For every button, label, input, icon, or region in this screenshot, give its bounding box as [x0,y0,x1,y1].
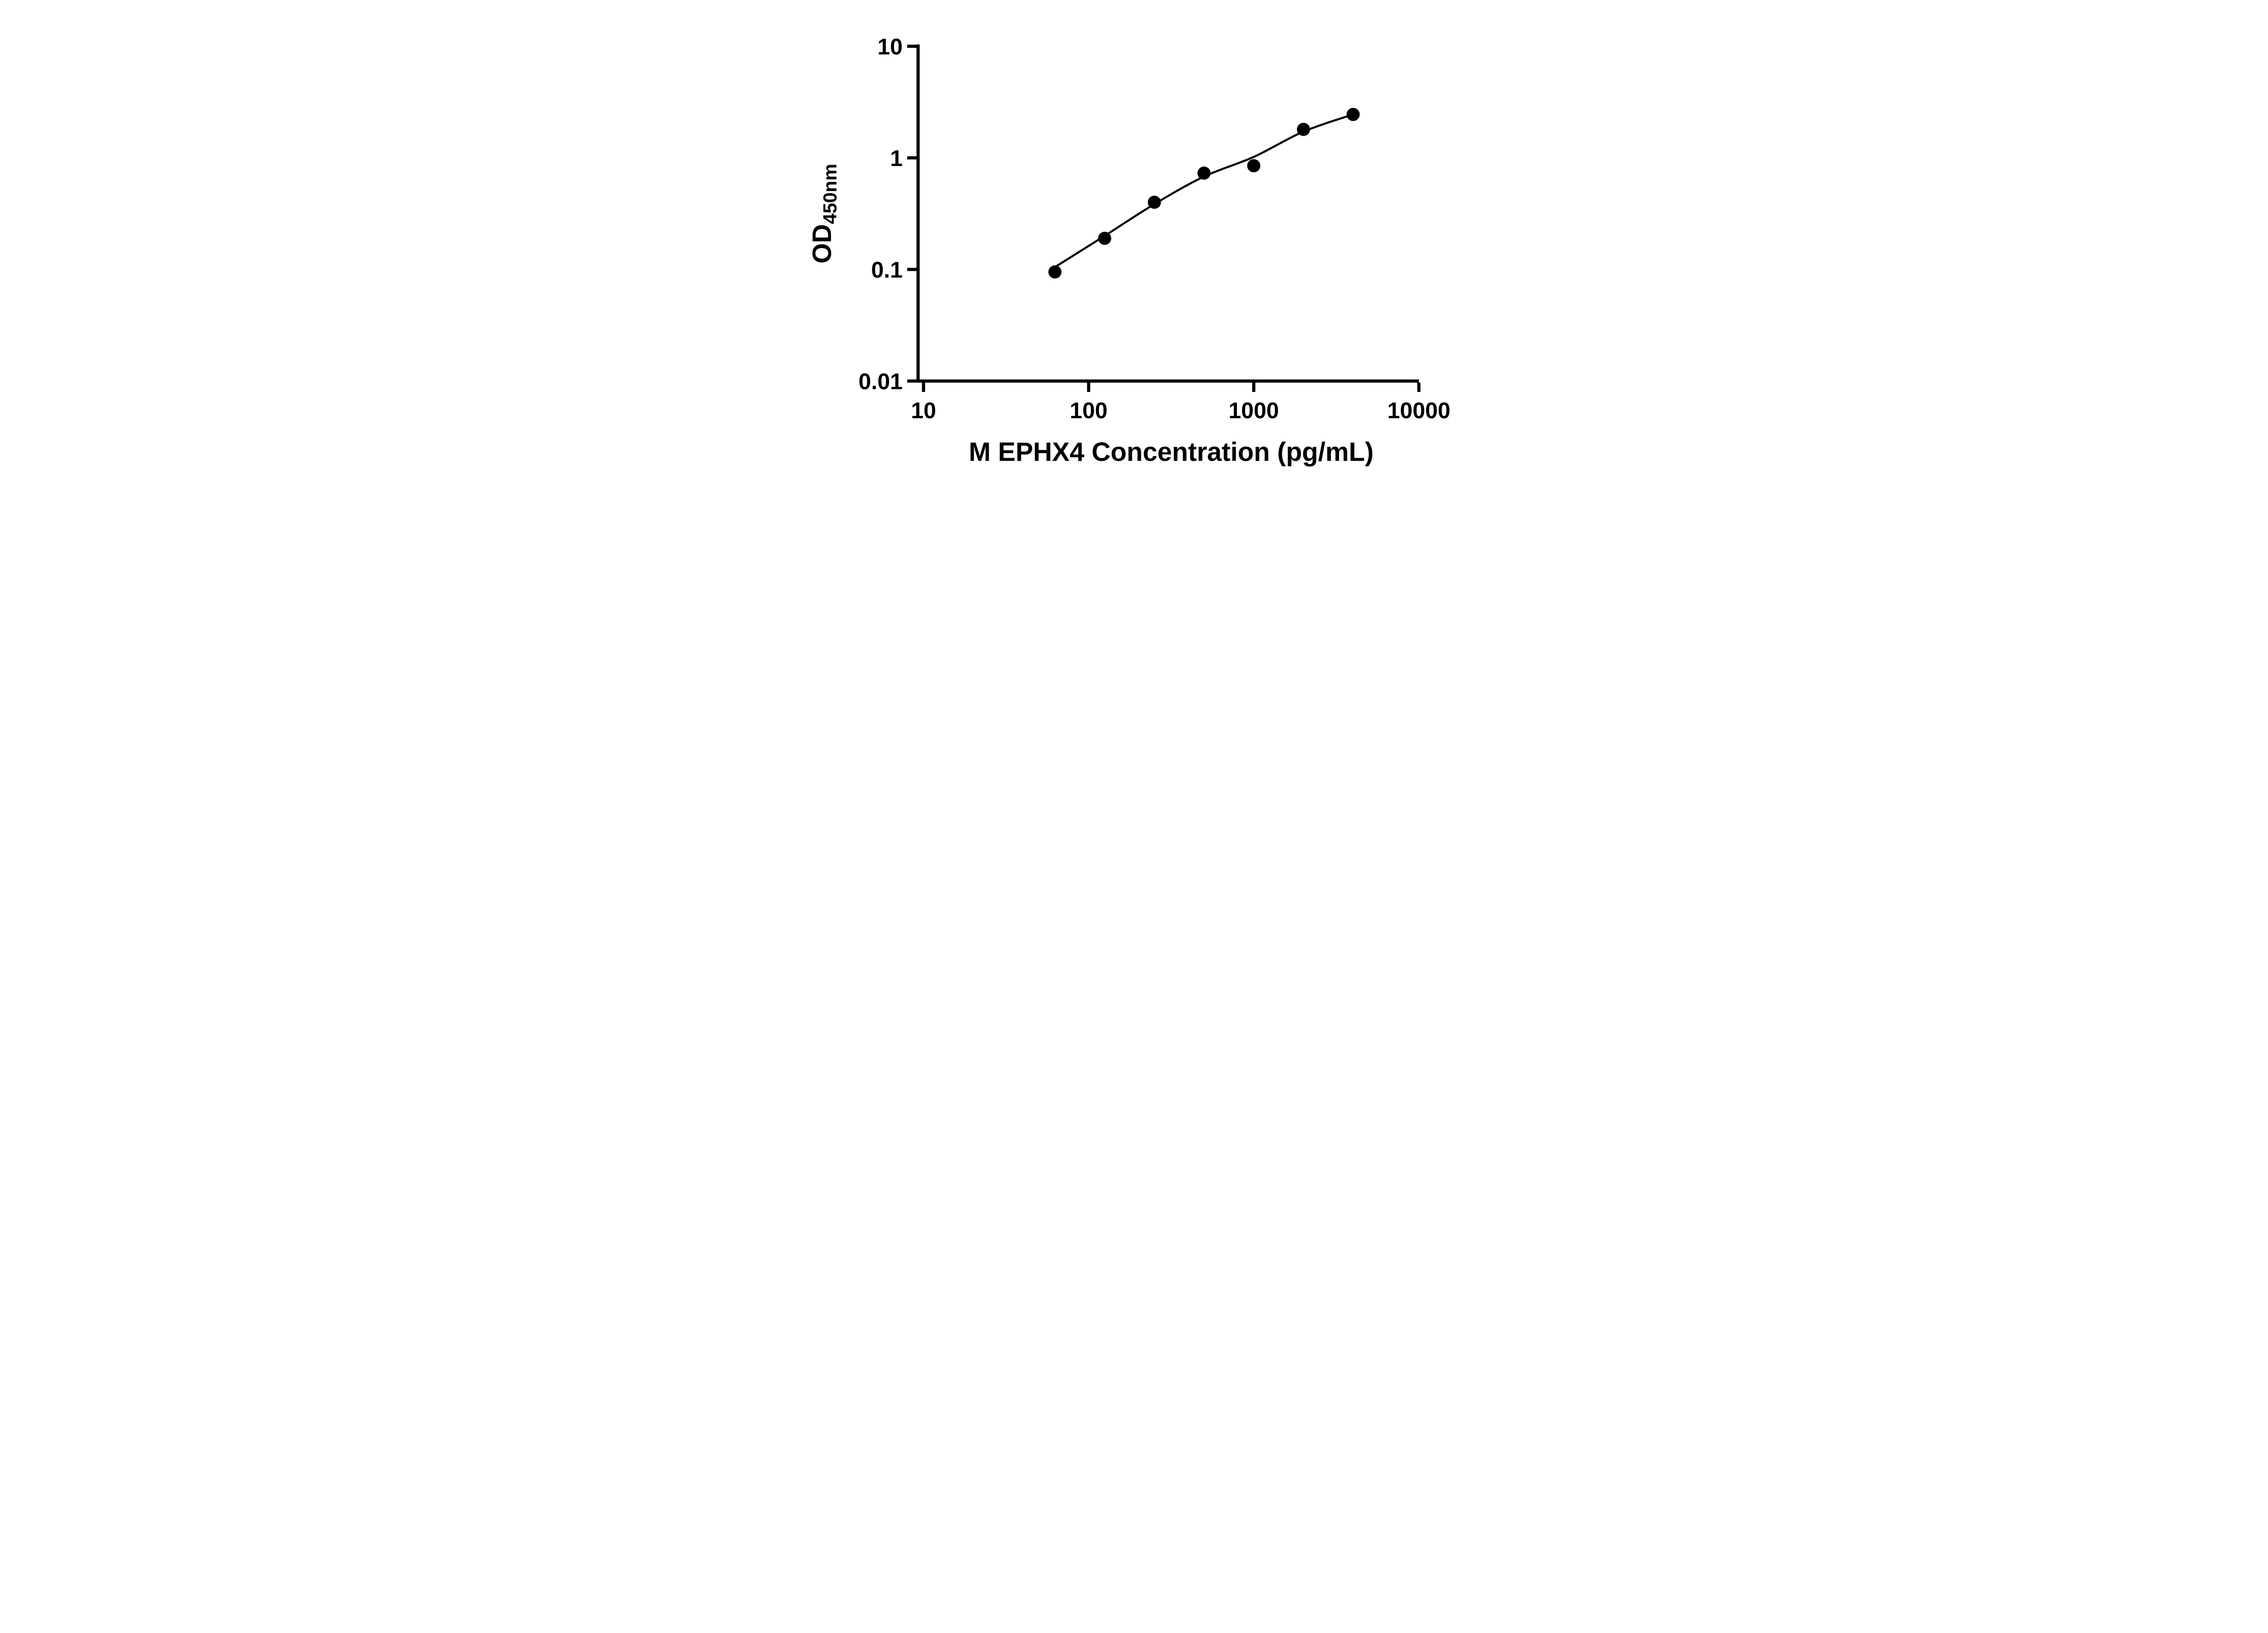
elisa-standard-curve-chart: 10 100 1000 10000 0.01 0.1 1 10 M EPHX4 Concentr… [807,34,1451,467]
x-tick-label: 100 [1070,398,1107,423]
data-point [1048,265,1062,279]
data-point [1197,166,1211,180]
y-tick-label: 10 [877,34,903,59]
x-tick-label: 1000 [1228,398,1279,423]
y-tick-label: 0.01 [859,369,903,394]
y-axis-title: OD450nm [807,164,841,264]
data-point [1346,108,1360,121]
x-tick-label: 10 [911,398,936,423]
data-point [1297,122,1310,136]
chart-page: 10 100 1000 10000 0.01 0.1 1 10 M EPHX4 Concentr… [784,0,1484,490]
data-point [1098,231,1111,245]
y-tick-label: 1 [890,146,903,171]
data-point [1148,196,1161,209]
x-axis-title: M EPHX4 Concentration (pg/mL) [969,437,1374,467]
fit-curve-line [1054,113,1354,268]
data-point [1247,159,1261,172]
standard-curve-figure: 10 100 1000 10000 0.01 0.1 1 10 M EPHX4 Concentr… [784,0,1484,490]
x-tick-label: 10000 [1387,398,1450,423]
y-tick-label: 0.1 [871,257,903,283]
